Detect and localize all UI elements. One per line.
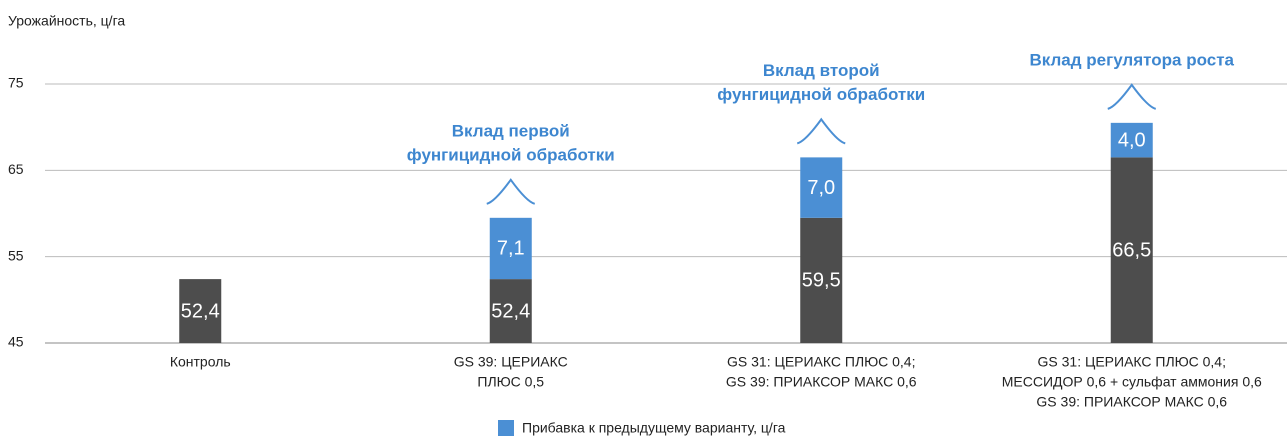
value-label: 52,4 <box>491 300 530 322</box>
annotation: фунгицидной обработки <box>717 85 925 104</box>
chevron <box>796 117 846 145</box>
x-tick-label: GS 31: ЦЕРИАКС ПЛЮС 0,4; <box>727 354 916 370</box>
value-label: 4,0 <box>1118 129 1146 151</box>
x-tick-label: GS 39: ПРИАКСОР МАКС 0,6 <box>726 374 917 390</box>
chevron <box>486 178 536 205</box>
bar-segment <box>489 217 532 280</box>
y-tick-label: 75 <box>8 75 24 91</box>
bar-segment <box>179 279 222 343</box>
value-label: 7,1 <box>497 238 525 260</box>
bar-segment <box>1110 157 1153 343</box>
y-axis-label: Урожайность, ц/га <box>8 13 125 29</box>
bar-segment <box>1110 122 1153 158</box>
x-tick-label: GS 31: ЦЕРИАКС ПЛЮС 0,4; <box>1038 354 1227 370</box>
x-tick-label: Контроль <box>170 354 231 370</box>
annotation: Вклад второй <box>763 61 880 80</box>
x-tick-label: МЕССИДОР 0,6 + сульфат аммония 0,6 <box>1002 374 1262 390</box>
value-label: 7,0 <box>807 177 835 199</box>
value-label: 59,5 <box>802 270 841 292</box>
annotation: Вклад регулятора роста <box>1030 50 1235 69</box>
legend-label: Прибавка к предыдущему варианту, ц/га <box>522 420 786 436</box>
bar-segment <box>489 279 532 343</box>
legend-swatch <box>498 420 514 436</box>
chevron <box>1107 83 1157 110</box>
y-tick-label: 65 <box>8 161 24 177</box>
annotation: фунгицидной обработки <box>407 145 615 164</box>
bar-segment <box>800 157 843 218</box>
x-tick-label: GS 39: ЦЕРИАКС <box>454 354 568 370</box>
value-label: 66,5 <box>1112 239 1151 261</box>
annotation: Вклад первой <box>452 121 570 140</box>
x-tick-label: GS 39: ПРИАКСОР МАКС 0,6 <box>1036 394 1227 410</box>
value-label: 52,4 <box>181 300 220 322</box>
bar-segment <box>800 217 843 343</box>
x-tick-label: ПЛЮС 0,5 <box>477 374 544 390</box>
y-tick-label: 45 <box>8 334 24 350</box>
y-tick-label: 55 <box>8 247 24 263</box>
